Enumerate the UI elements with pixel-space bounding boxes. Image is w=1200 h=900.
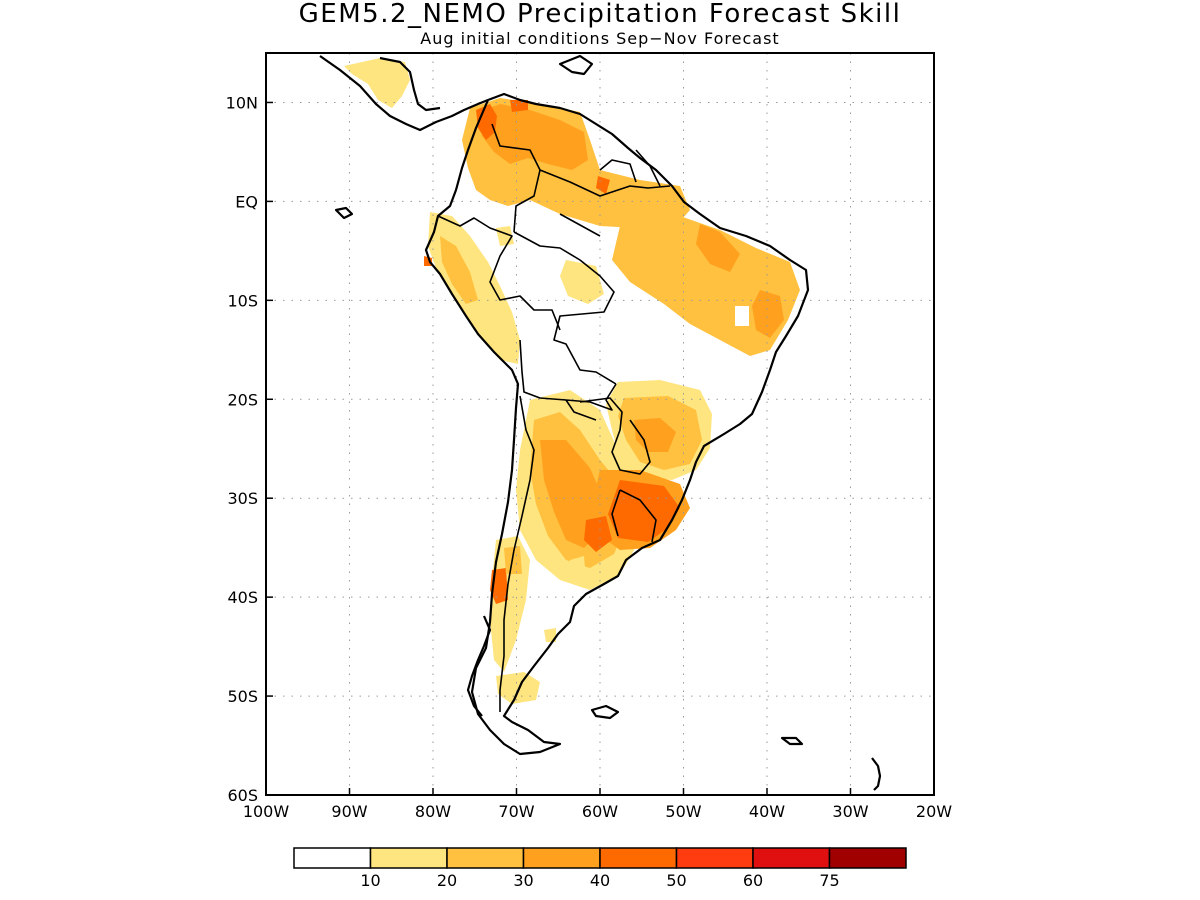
- skill-region-south-brazil-uruguay: [608, 480, 680, 542]
- colorbar-label: 40: [590, 871, 610, 890]
- y-tick-label: 60S: [227, 786, 258, 805]
- x-tick-label: 20W: [916, 802, 952, 821]
- x-tick-label: 90W: [331, 802, 367, 821]
- country-borders: [437, 123, 671, 712]
- skill-region-venezuela-core: [478, 104, 588, 170]
- skill-gap: [735, 306, 749, 326]
- south-america-coastline: [424, 92, 810, 756]
- y-tick-label: 50S: [227, 687, 258, 706]
- colorbar-label: 30: [513, 871, 533, 890]
- south-sandwich-islands: [871, 757, 882, 791]
- skill-shading: [344, 58, 800, 704]
- skill-region-south-brazil-uruguay: [584, 516, 612, 552]
- colorbar-label: 50: [666, 871, 686, 890]
- colorbar-label: 60: [743, 871, 763, 890]
- y-tick-label: 20S: [227, 390, 258, 409]
- skill-region-venezuela-peak: [510, 100, 528, 112]
- skill-region-ecuador-peru-coast: [440, 236, 478, 304]
- x-tick-label: 30W: [832, 802, 868, 821]
- chart-title: GEM5.2_NEMO Precipitation Forecast Skill: [299, 0, 902, 29]
- y-tick-label: 10N: [226, 93, 258, 112]
- colorbar-swatch: [828, 847, 907, 869]
- map-plot-area: [266, 53, 934, 795]
- y-tick-label: 40S: [227, 588, 258, 607]
- colorbar-swatch: [752, 847, 831, 869]
- y-tick-label: 30S: [227, 489, 258, 508]
- x-tick-label: 50W: [665, 802, 701, 821]
- ecuador-peru-border: [437, 215, 561, 331]
- map-grid: [266, 53, 934, 795]
- x-tick-label: 40W: [749, 802, 785, 821]
- colorbar-swatch: [369, 847, 448, 869]
- galapagos-islands: [334, 206, 354, 220]
- skill-region-north-brazil: [612, 216, 800, 356]
- central-america-coastline: [319, 55, 489, 132]
- skill-region-northeast-brazil: [752, 290, 784, 338]
- chile-argentina-border: [499, 395, 535, 712]
- y-tick-label: EQ: [235, 192, 258, 211]
- x-tick-label: 80W: [415, 802, 451, 821]
- x-tick-label: 70W: [498, 802, 534, 821]
- bolivia-border: [519, 339, 617, 421]
- brazil-west-border: [513, 169, 671, 385]
- south-georgia-island: [780, 736, 804, 746]
- colorbar-legend: 10 20 30 40 50 60 75: [293, 847, 907, 890]
- colorbar-swatch: [599, 847, 678, 869]
- y-tick-label: 10S: [227, 291, 258, 310]
- falkland-islands: [590, 704, 620, 720]
- paraguay-border: [579, 397, 651, 475]
- skill-region-central-america: [344, 58, 410, 108]
- x-tick-label: 100W: [243, 802, 290, 821]
- map-axes: 100W 90W 80W 70W 60W 50W 40W 30W 20W 10N EQ 10S 20S 3…: [226, 93, 953, 821]
- colorbar-swatch: [446, 847, 525, 869]
- skill-region-patagonia: [544, 628, 556, 642]
- colorbar-label: 10: [360, 871, 380, 890]
- colorbar-swatch: [293, 847, 372, 869]
- coastlines: [319, 54, 882, 791]
- chart-subtitle: Aug initial conditions Sep−Nov Forecast: [420, 29, 779, 48]
- central-america-north-coastline: [379, 56, 441, 112]
- colorbar-label: 20: [437, 871, 457, 890]
- colorbar-swatch: [675, 847, 754, 869]
- caribbean-island: [558, 54, 594, 76]
- skill-region-patagonia: [496, 672, 540, 704]
- x-tick-label: 60W: [582, 802, 618, 821]
- chiloe-fjords: [466, 615, 492, 717]
- skill-region-patagonia: [570, 556, 586, 582]
- skill-region-northeast-brazil: [696, 224, 740, 272]
- guianas-border: [599, 149, 661, 187]
- colorbar-swatch: [522, 847, 601, 869]
- colorbar-label: 75: [819, 871, 839, 890]
- uruguay-border: [611, 489, 657, 543]
